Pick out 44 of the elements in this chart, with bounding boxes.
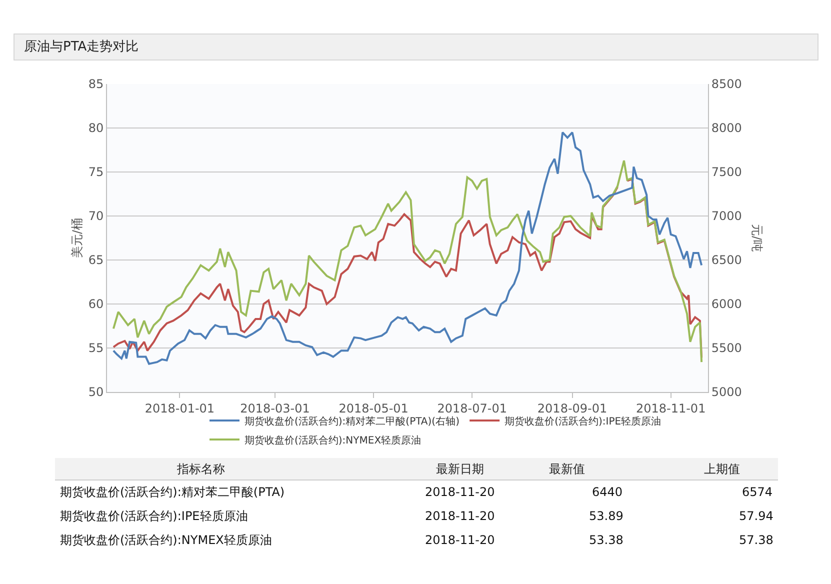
text: 57.38 [739, 533, 774, 547]
text: 期货收盘价(活跃合约):IPE轻质原油 [60, 509, 248, 523]
y-tick-label: 55 [88, 341, 104, 356]
y-tick-label: 65 [88, 253, 104, 268]
y-tick-label: 60 [88, 297, 104, 312]
text: 指标名称 [176, 462, 225, 476]
text: 上期值 [704, 462, 740, 476]
legend-label: 期货收盘价(活跃合约):精对苯二甲酸(PTA)(右轴) [244, 415, 460, 428]
y-tick-label: 50 [88, 385, 104, 400]
text: 最新日期 [436, 462, 484, 476]
y2-tick-label: 6500 [711, 253, 742, 268]
y-tick-label: 75 [88, 165, 104, 180]
x-tick-label: 2018-05-01 [338, 401, 408, 416]
text: 最新值 [549, 462, 585, 476]
y2-tick-label: 5000 [711, 385, 742, 400]
text: 53.38 [589, 533, 624, 547]
text: 2018-11-20 [425, 485, 495, 499]
text: 57.94 [739, 509, 774, 523]
text: 2018-11-20 [425, 533, 495, 547]
x-tick-label: 2018-09-01 [537, 401, 608, 416]
x-tick-label: 2018-07-01 [437, 401, 507, 416]
x-tick-label: 2018-01-01 [144, 401, 215, 416]
text: 6440 [592, 485, 623, 499]
x-tick-label: 2018-11-01 [636, 401, 706, 416]
y2-tick-label: 6000 [711, 297, 742, 312]
text: 期货收盘价(活跃合约):NYMEX轻质原油 [60, 533, 272, 547]
y-tick-label: 80 [88, 121, 104, 136]
chart-title: 原油与PTA走势对比 [24, 40, 139, 55]
y2-tick-label: 8500 [711, 77, 742, 92]
y-axis-title: 美元/桶 [70, 218, 84, 258]
x-tick-label: 2018-03-01 [240, 401, 310, 416]
text: 6574 [742, 485, 773, 499]
legend-label: 期货收盘价(活跃合约):IPE轻质原油 [504, 415, 662, 428]
y2-axis-title: 元/吨 [750, 224, 764, 252]
y2-tick-label: 7500 [711, 165, 742, 180]
text: 53.89 [589, 509, 624, 523]
text: 2018-11-20 [425, 509, 495, 523]
y-tick-label: 85 [88, 77, 104, 92]
legend-label: 期货收盘价(活跃合约):NYMEX轻质原油 [244, 434, 422, 446]
text: 期货收盘价(活跃合约):精对苯二甲酸(PTA) [60, 485, 285, 499]
y-tick-label: 70 [88, 209, 104, 224]
y2-tick-label: 7000 [711, 209, 742, 224]
y2-tick-label: 8000 [711, 121, 742, 136]
y2-tick-label: 5500 [711, 341, 742, 356]
